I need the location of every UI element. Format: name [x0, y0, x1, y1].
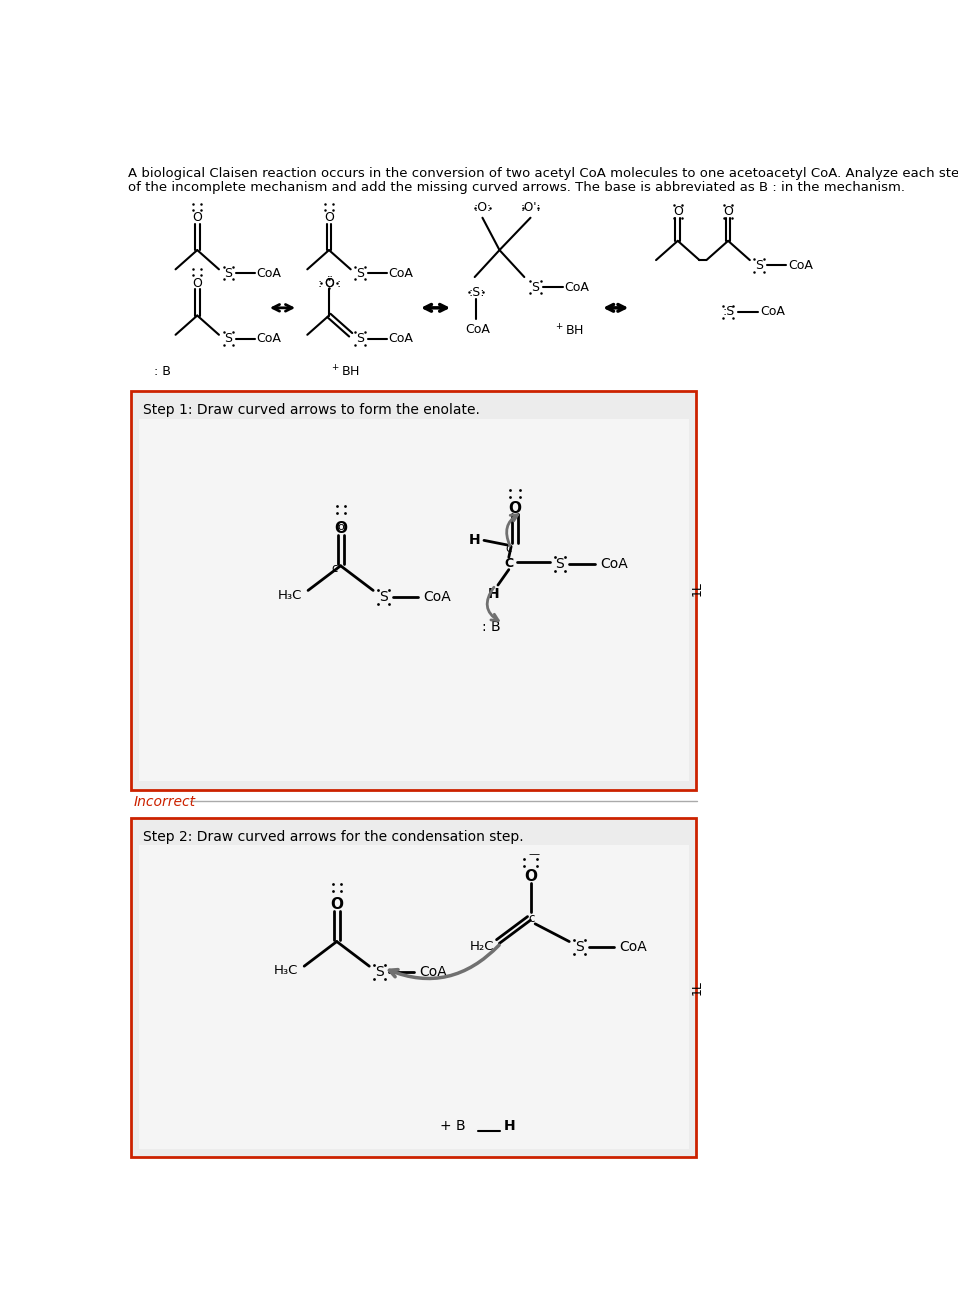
Text: CoA: CoA [601, 557, 628, 572]
Text: CoA: CoA [787, 259, 812, 272]
Text: S: S [755, 259, 764, 272]
Text: :O':: :O': [520, 201, 540, 214]
Text: Step 1: Draw curved arrows to form the enolate.: Step 1: Draw curved arrows to form the e… [143, 402, 480, 417]
Text: CoA: CoA [388, 332, 413, 346]
Text: S: S [224, 267, 232, 280]
Text: H₃C: H₃C [274, 964, 299, 978]
Text: S: S [378, 590, 388, 603]
Text: CoA: CoA [423, 590, 451, 603]
Text: Incorrect: Incorrect [134, 795, 195, 809]
Text: S: S [556, 557, 564, 572]
Text: :: : [336, 277, 340, 289]
Text: c: c [506, 541, 512, 555]
Text: O: O [193, 277, 202, 289]
Text: —: — [529, 850, 540, 859]
Text: CoA: CoA [388, 267, 413, 280]
Text: O: O [324, 277, 334, 289]
Text: H₂C: H₂C [470, 941, 494, 954]
Text: : B: : B [483, 620, 501, 635]
FancyBboxPatch shape [131, 819, 696, 1158]
Text: S: S [575, 940, 583, 954]
Text: C: C [504, 557, 513, 570]
Text: : B: : B [154, 365, 171, 378]
Text: CoA: CoA [760, 305, 785, 318]
Text: CoA: CoA [256, 332, 281, 346]
Text: H₃C: H₃C [278, 589, 303, 602]
Text: c: c [529, 912, 536, 925]
Text: O: O [723, 205, 733, 218]
Text: O: O [524, 870, 537, 884]
Text: H: H [504, 1120, 515, 1134]
Text: of the incomplete mechanism and add the missing curved arrows. The base is abbre: of the incomplete mechanism and add the … [127, 181, 904, 193]
Text: O: O [673, 205, 683, 218]
Text: :O:: :O: [473, 201, 491, 214]
Text: + B: + B [440, 1120, 466, 1134]
Text: S: S [531, 281, 539, 293]
Text: S: S [224, 332, 232, 346]
Text: :S:: :S: [468, 286, 485, 298]
Text: O: O [193, 212, 202, 225]
FancyBboxPatch shape [131, 392, 696, 790]
Text: o: o [337, 522, 344, 532]
Text: S: S [356, 332, 364, 346]
Text: 1L: 1L [691, 581, 703, 597]
Text: O: O [509, 501, 521, 515]
Text: :S: :S [722, 305, 734, 318]
Text: CoA: CoA [420, 966, 447, 979]
Text: $^+$BH: $^+$BH [330, 364, 359, 380]
Text: H: H [468, 533, 481, 548]
Text: :: : [317, 277, 322, 289]
Text: H: H [488, 587, 499, 602]
Text: O: O [334, 522, 347, 536]
Text: S: S [356, 267, 364, 280]
Text: CoA: CoA [619, 940, 647, 954]
Text: c: c [331, 561, 337, 574]
Text: $^+$BH: $^+$BH [555, 323, 584, 339]
Text: Step 2: Draw curved arrows for the condensation step.: Step 2: Draw curved arrows for the conde… [143, 830, 524, 844]
Text: CoA: CoA [564, 281, 589, 293]
Text: CoA: CoA [256, 267, 281, 280]
FancyBboxPatch shape [139, 845, 690, 1150]
Text: O: O [324, 212, 334, 225]
Text: O: O [331, 897, 343, 912]
Text: 1L: 1L [691, 980, 703, 995]
Text: Ö: Ö [324, 277, 334, 289]
Text: S: S [375, 966, 384, 979]
Text: A biological Claisen reaction occurs in the conversion of two acetyl CoA molecul: A biological Claisen reaction occurs in … [127, 167, 958, 180]
Text: CoA: CoA [466, 323, 490, 336]
FancyBboxPatch shape [139, 419, 690, 782]
